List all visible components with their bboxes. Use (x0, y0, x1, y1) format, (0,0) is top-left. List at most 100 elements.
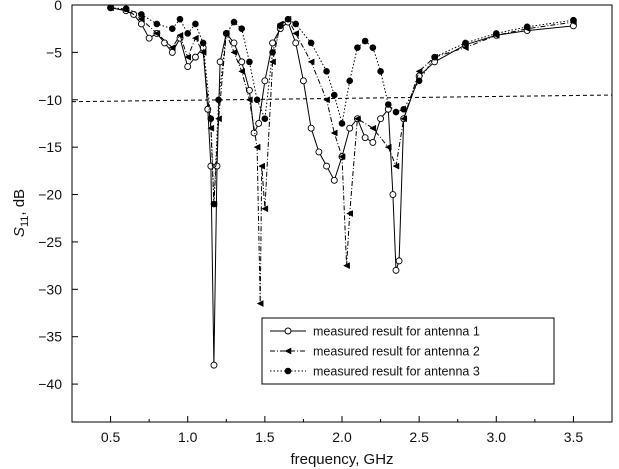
filled-circle-marker (153, 20, 161, 28)
x-axis-title: frequency, GHz (290, 451, 393, 468)
open-circle-marker (238, 58, 246, 66)
open-circle-marker (213, 162, 221, 170)
filled-circle-marker (246, 58, 253, 66)
filled-circle-marker (168, 25, 176, 32)
open-circle-marker (269, 39, 277, 47)
left-triangle-marker (346, 210, 353, 217)
left-triangle-marker (153, 30, 161, 37)
filled-circle-marker (269, 49, 276, 56)
left-triangle-marker (415, 67, 423, 75)
open-circle-marker (315, 148, 323, 156)
left-triangle-marker (253, 143, 261, 151)
x-tick-label: 1.0 (178, 429, 198, 445)
filled-circle-marker (261, 115, 269, 123)
filled-circle-marker (384, 101, 392, 108)
filled-circle-marker (330, 91, 338, 99)
open-circle-marker (299, 77, 307, 85)
y-tick-label: −10 (38, 92, 62, 108)
legend-box (261, 317, 555, 385)
open-circle-marker (395, 257, 403, 265)
y-axis-title-suffix: , dB (11, 189, 28, 216)
left-triangle-marker (168, 44, 176, 52)
x-tick-label: 0.5 (101, 429, 121, 445)
axis-ticks (71, 4, 613, 422)
y-tick-label: 0 (54, 0, 62, 13)
open-circle-marker (307, 124, 315, 132)
x-tick-label: 2.5 (409, 429, 429, 445)
open-circle-marker (161, 39, 169, 47)
left-triangle-marker (369, 124, 377, 132)
y-tick-label: −25 (38, 234, 62, 250)
y-tick-label: −15 (38, 139, 62, 155)
left-triangle-marker (392, 162, 400, 170)
series-1-line (110, 7, 574, 366)
filled-circle-marker (276, 22, 284, 30)
open-circle-marker (346, 124, 354, 132)
left-triangle-marker (284, 347, 292, 355)
left-triangle-marker (292, 30, 299, 37)
left-triangle-marker (256, 300, 264, 307)
filled-circle-marker (184, 30, 192, 37)
y-axis-title-main: S (11, 227, 28, 237)
x-tick-labels: 0.5 1.0 1.5 2.0 2.5 3.0 3.5 (101, 429, 584, 445)
open-circle-marker (191, 53, 199, 61)
left-triangle-marker (176, 31, 184, 39)
open-circle-marker (392, 266, 400, 274)
filled-circle-marker (284, 367, 292, 375)
filled-circle-marker (253, 96, 261, 104)
left-triangle-marker (323, 96, 330, 104)
open-circle-marker (330, 176, 338, 184)
filled-circle-marker (210, 200, 218, 208)
filled-circle-marker (215, 96, 222, 104)
left-triangle-marker (215, 115, 222, 123)
left-triangle-marker (199, 48, 207, 56)
reference-line-group (71, 94, 613, 103)
y-tick-label: −30 (38, 281, 62, 297)
left-triangle-marker (230, 48, 238, 56)
open-circle-marker (145, 34, 153, 42)
left-triangle-marker (307, 58, 315, 66)
x-tick-label: 2.0 (332, 429, 352, 445)
open-circle-marker (377, 115, 385, 123)
filled-circle-marker (369, 44, 377, 51)
filled-circle-marker (361, 37, 369, 45)
left-triangle-marker (353, 115, 361, 123)
y-axis-title: S11, dB (11, 189, 31, 237)
legend-label: measured result for antenna 1 (313, 325, 480, 339)
left-triangle-marker (338, 153, 346, 161)
filled-circle-marker (462, 39, 469, 47)
left-triangle-marker (343, 262, 350, 270)
filled-circle-marker (354, 44, 361, 51)
series-3 (107, 4, 577, 208)
legend-items: measured result for antenna 1 measured re… (270, 325, 480, 379)
left-triangle-marker (330, 129, 338, 137)
filled-circle-marker (377, 68, 384, 75)
x-tick-label: 3.5 (564, 429, 584, 445)
left-triangle-marker (384, 143, 392, 151)
legend-label: measured result for antenna 2 (313, 345, 480, 359)
open-circle-marker (361, 134, 369, 142)
filled-circle-marker (307, 39, 315, 47)
open-circle-marker (369, 138, 377, 146)
series-group (107, 4, 577, 369)
series-1 (107, 4, 577, 369)
left-triangle-marker (238, 67, 245, 75)
open-circle-marker (292, 39, 300, 47)
filled-circle-marker (292, 20, 300, 28)
x-tick-label: 1.5 (255, 429, 275, 445)
filled-circle-marker (284, 15, 292, 23)
y-tick-label: −5 (46, 44, 62, 60)
left-triangle-marker (191, 34, 199, 42)
open-circle-marker (216, 58, 224, 66)
y-tick-label: −35 (38, 329, 62, 345)
filled-circle-marker (238, 25, 246, 32)
open-circle-marker (323, 162, 331, 170)
left-triangle-marker (258, 162, 266, 170)
open-circle-marker (389, 191, 397, 198)
filled-circle-marker (176, 15, 184, 23)
left-triangle-marker (245, 96, 253, 104)
filled-circle-marker (230, 18, 238, 26)
open-circle-marker (210, 361, 218, 369)
left-triangle-marker (261, 205, 269, 213)
